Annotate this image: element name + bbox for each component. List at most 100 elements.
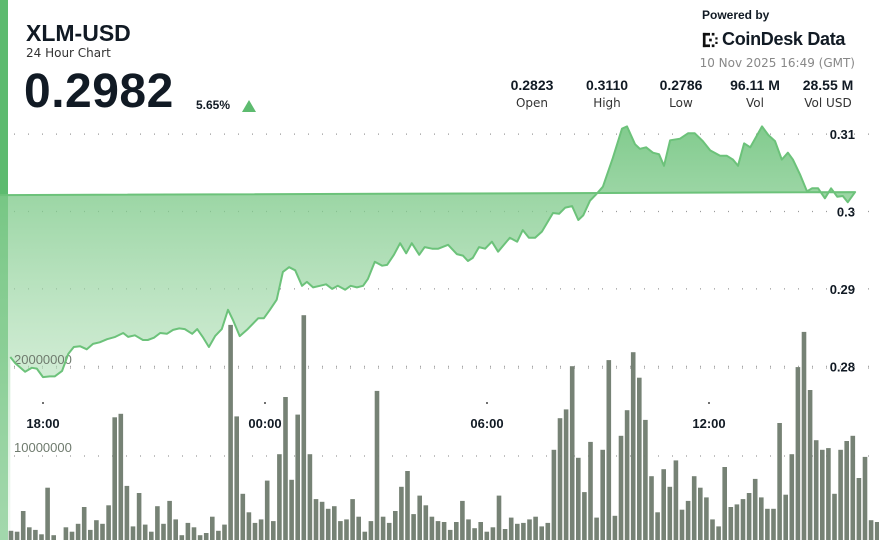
price-tick-label: 0.29 (830, 282, 855, 297)
volume-bar (838, 449, 843, 540)
brand-name: CoinDesk Data (722, 29, 846, 49)
volume-bar (45, 487, 50, 540)
volume-bar (435, 521, 441, 540)
volume-bar (502, 529, 508, 540)
volume-bar (691, 476, 697, 540)
stat-vol-usd: 28.55 M Vol USD (788, 77, 868, 110)
volume-bar (167, 500, 172, 540)
volume-bar (710, 519, 715, 540)
stat-low: 0.2786 Low (641, 77, 721, 110)
volume-bar (820, 449, 825, 540)
volume-bar (14, 531, 20, 540)
volume-bar (606, 360, 612, 540)
stat-high: 0.3110 High (567, 77, 647, 110)
price-line (0, 125, 857, 379)
volume-bar (783, 494, 788, 540)
stat-label: Low (669, 96, 693, 110)
volume-bar (27, 527, 32, 540)
volume-bar (728, 507, 734, 540)
volume-bar (319, 501, 325, 540)
volume-bar (374, 390, 380, 540)
time-tick-label: 00:00 (248, 416, 281, 431)
volume-bar (185, 522, 191, 540)
volume-bar (539, 526, 544, 540)
volume-bar (490, 527, 496, 540)
volume-bar (393, 511, 398, 540)
volume-bar (527, 519, 532, 540)
volume-tick-label: 10000000 (14, 440, 72, 455)
volume-bar (368, 521, 374, 540)
chart-subtitle: 24 Hour Chart (26, 46, 111, 60)
volume-bar (161, 523, 166, 540)
volume-bar (191, 527, 197, 540)
stat-value: 96.11 M (730, 77, 780, 93)
volume-bar (8, 530, 14, 540)
volume-bar (515, 523, 520, 540)
volume-tick-label: 20000000 (14, 352, 72, 367)
volume-bar (594, 517, 599, 540)
volume-bar (807, 390, 813, 540)
volume-bar (179, 535, 185, 540)
current-price: 0.2982 (24, 65, 174, 118)
volume-bar (685, 500, 691, 540)
volume-bar (338, 521, 343, 540)
volume-bar (569, 366, 575, 540)
volume-bar (81, 507, 87, 540)
time-tick-label: 06:00 (470, 416, 503, 431)
time-tick-mark (708, 402, 710, 404)
volume-bar (106, 505, 111, 540)
volume-bar (722, 467, 727, 540)
volume-bar (350, 499, 355, 540)
volume-bar (576, 457, 581, 540)
volume-bar (466, 519, 471, 540)
volume-bar (173, 519, 178, 540)
time-tick-label: 12:00 (692, 416, 725, 431)
volume-bar (136, 493, 142, 540)
volume-bar (533, 516, 538, 540)
volume-bar (649, 476, 654, 540)
volume-bar (362, 531, 368, 540)
volume-bar (661, 469, 666, 540)
volume-bar (832, 493, 837, 540)
coindesk-logo-icon (702, 32, 718, 47)
volume-bars (8, 315, 879, 540)
volume-bar (130, 526, 136, 540)
volume-bar (356, 516, 361, 540)
volume-bar (521, 522, 526, 540)
volume-bar (630, 352, 636, 540)
up-arrow-icon (242, 100, 256, 112)
volume-bar (386, 522, 392, 540)
volume-bar (868, 520, 874, 540)
volume-bar (277, 454, 282, 540)
volume-bar (264, 480, 270, 540)
stat-open: 0.2823 Open (492, 77, 572, 110)
time-tick-mark (486, 402, 488, 404)
volume-bar (582, 492, 587, 540)
volume-bar (460, 500, 465, 540)
volume-bar (63, 527, 69, 540)
volume-bar (246, 512, 252, 540)
volume-bar (423, 505, 429, 540)
stat-label: Vol (746, 96, 764, 110)
volume-bar (155, 506, 160, 540)
stat-value: 0.3110 (585, 77, 629, 93)
volume-bar (325, 508, 331, 540)
volume-bar (789, 454, 795, 540)
volume-bar (307, 454, 313, 540)
volume-bar (234, 416, 239, 540)
volume-bar (429, 516, 435, 540)
volume-bar (759, 497, 764, 540)
time-tick-mark (264, 402, 266, 404)
price-area-fill (0, 126, 856, 540)
volume-bar (813, 440, 819, 540)
volume-bar (734, 504, 740, 540)
volume-bar (289, 479, 294, 540)
volume-bar (508, 517, 514, 540)
volume-bar (216, 530, 221, 540)
volume-bar (667, 486, 673, 540)
price-tick-label: 0.31 (830, 127, 855, 142)
volume-bar (588, 441, 593, 540)
volume-bar (856, 478, 862, 540)
volume-bar (301, 315, 307, 540)
volume-bar (417, 495, 422, 540)
